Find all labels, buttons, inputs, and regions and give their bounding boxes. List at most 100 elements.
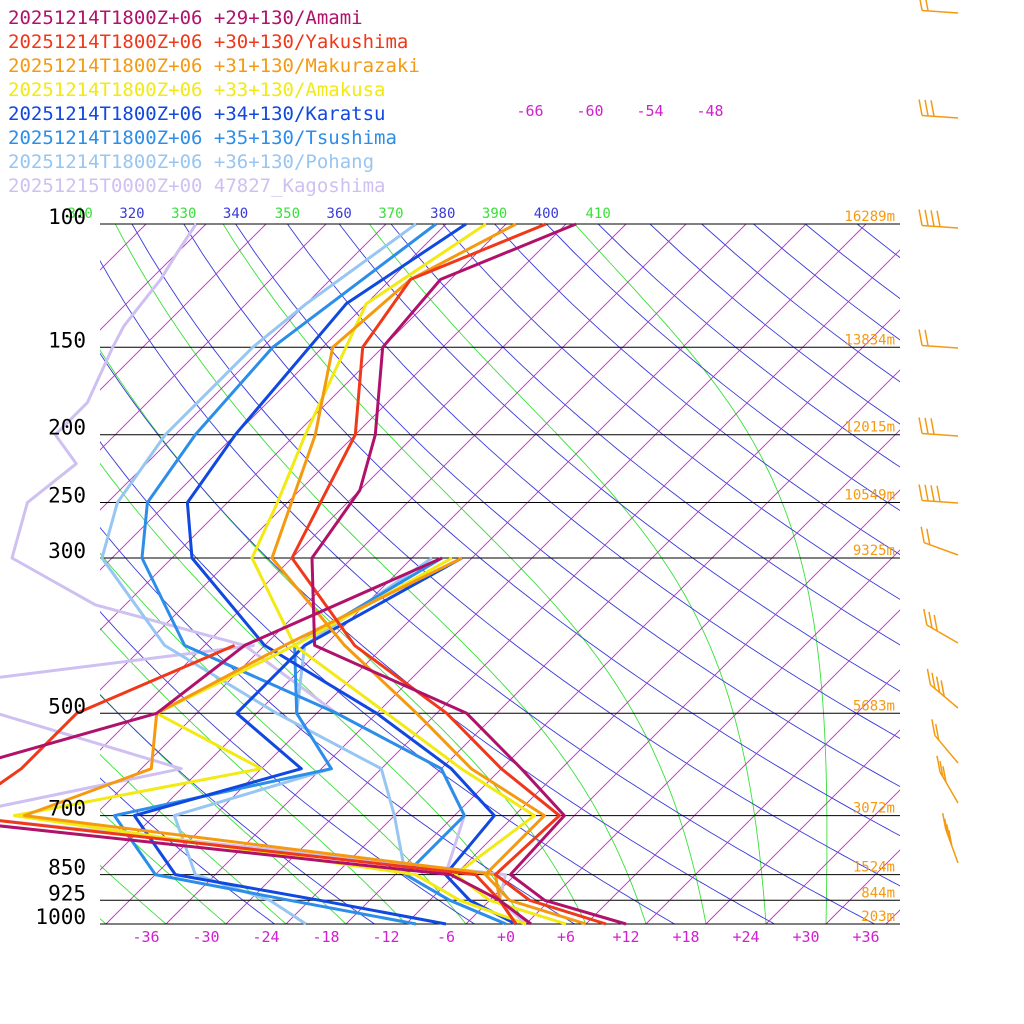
wind-barb-flag	[930, 418, 935, 435]
wind-barb	[922, 344, 959, 349]
wind-barb-flag	[941, 813, 947, 830]
wind-barb-flag	[931, 719, 936, 736]
dry-adiabat-line	[909, 224, 1024, 924]
wind-barb-flag	[933, 614, 938, 632]
height-labels: 16289m 13834m 12015m 10549m 9325m 5683m 3072m 1…	[844, 209, 895, 925]
isotherm-line	[165, 224, 867, 924]
isotherm-line	[525, 549, 900, 924]
wind-barb-flag	[923, 608, 928, 626]
wind-barb-flag	[924, 329, 929, 347]
pressure-label: 850	[48, 856, 86, 880]
isotherm-line	[100, 224, 387, 511]
legend-entry: 20251214T1800Z+06 +35+130/Tsushima	[8, 127, 397, 149]
wind-barb-flag	[930, 100, 935, 117]
dry-adiabat-line	[856, 224, 900, 259]
wind-barb-flag	[924, 417, 929, 435]
isotherm-line	[946, 224, 1024, 924]
isotherm-line	[765, 789, 900, 924]
dry-adiabat-line	[100, 526, 575, 924]
isotherm-line	[285, 309, 900, 924]
wind-barb-flag	[934, 723, 940, 741]
dry-adiabat-line	[338, 224, 900, 692]
wind-barb-flag	[944, 818, 949, 835]
wind-barb-flag	[930, 210, 935, 227]
theta-label: 320	[119, 206, 144, 222]
dry-adiabat-line	[805, 224, 900, 300]
height-label: 844m	[861, 885, 895, 901]
temperature-tick-label: +0	[497, 928, 515, 946]
wind-barb	[922, 114, 959, 119]
theta-label: 380	[430, 206, 455, 222]
temperature-tick-label: +36	[852, 928, 879, 946]
isotherm-line	[345, 369, 900, 924]
dry-adiabat-line	[753, 224, 900, 341]
temperature-tick-label: +30	[792, 928, 819, 946]
temperature-profile	[290, 222, 607, 926]
legend-entry: 20251215T0000Z+00 47827_Kagoshima	[8, 175, 386, 197]
wind-barbs	[918, 0, 959, 864]
temperature-tick-label: +18	[672, 928, 699, 946]
wind-barb-flag	[940, 680, 945, 697]
temperature-tick-label: +24	[732, 928, 759, 946]
isotherm-line	[885, 909, 900, 924]
temperature-tick-label: -12	[372, 928, 399, 946]
dry-adiabat-line	[390, 224, 900, 646]
theta-labels: 310 320 330 340 350 360 370 380 390 400 410	[68, 206, 611, 222]
isotherm-line	[100, 224, 267, 391]
pressure-label: 1000	[35, 905, 86, 929]
height-label: 16289m	[844, 209, 895, 225]
wind-barb-flag	[919, 0, 923, 11]
isotherm-line	[0, 224, 26, 924]
legend-entry: 20251214T1800Z+06 +34+130/Karatsu	[8, 103, 386, 125]
legend-entry: 20251214T1800Z+06 +30+130/Yakushima	[8, 31, 408, 53]
wind-barb-flag	[918, 417, 923, 434]
temperature-profile	[185, 222, 517, 926]
wind-barb-flag	[924, 484, 929, 502]
height-label: 9325m	[853, 543, 895, 559]
pressure-label: 925	[48, 881, 86, 905]
dry-adiabat-line	[546, 224, 900, 512]
legend-entry: 20251214T1800Z+06 +33+130/Amakusa	[8, 79, 386, 101]
upper-isotherms: -66 -60 -54 -48	[516, 102, 723, 120]
pressure-label: 200	[48, 416, 86, 440]
dry-adiabat-line	[649, 224, 900, 425]
isotherm-line	[225, 249, 900, 924]
height-label: 5683m	[853, 698, 895, 714]
isotherm-top-label: -54	[636, 102, 663, 120]
isotherm-line	[645, 669, 900, 924]
isotherm-line	[1006, 224, 1024, 924]
wind-barb-flag	[930, 485, 935, 502]
temperature-profile	[270, 222, 587, 926]
isotherm-top-label: -66	[516, 102, 543, 120]
dewpoint-profile	[0, 556, 532, 926]
isotherm-line	[585, 609, 900, 924]
wind-barb-flag	[939, 760, 944, 778]
theta-label: 360	[327, 206, 352, 222]
wind-barb-flag	[920, 526, 925, 543]
moist-adiabat-line	[114, 224, 647, 924]
temperature-tick-label: -36	[132, 928, 159, 946]
legend: 20251214T1800Z+06 +29+130/Amami20251214T…	[8, 7, 420, 197]
temperature-tick-label: +6	[557, 928, 575, 946]
isotherms	[0, 224, 1024, 924]
wind-barb-flag	[936, 210, 941, 227]
dewpoint-profile	[172, 556, 433, 926]
wind-barb-flag	[926, 528, 931, 545]
wind-barb-flag	[942, 766, 947, 783]
pressure-label: 500	[48, 694, 86, 718]
theta-label: 400	[534, 206, 559, 222]
sounding-profiles	[0, 222, 627, 926]
wind-barb-flag	[936, 485, 941, 502]
isotherm-top-label: -48	[696, 102, 723, 120]
isotherm-line	[100, 224, 447, 571]
height-label: 12015m	[844, 420, 895, 436]
isotherm-line	[100, 224, 687, 811]
wind-barb-flag	[918, 329, 923, 346]
wind-barb-flag	[931, 672, 936, 689]
pressure-label: 700	[48, 797, 86, 821]
theta-label: 390	[482, 206, 507, 222]
wind-barb-flag	[918, 484, 923, 501]
wind-barb-flag	[928, 611, 933, 629]
pressure-label: 300	[48, 539, 86, 563]
temperature-tick-label: -6	[437, 928, 455, 946]
